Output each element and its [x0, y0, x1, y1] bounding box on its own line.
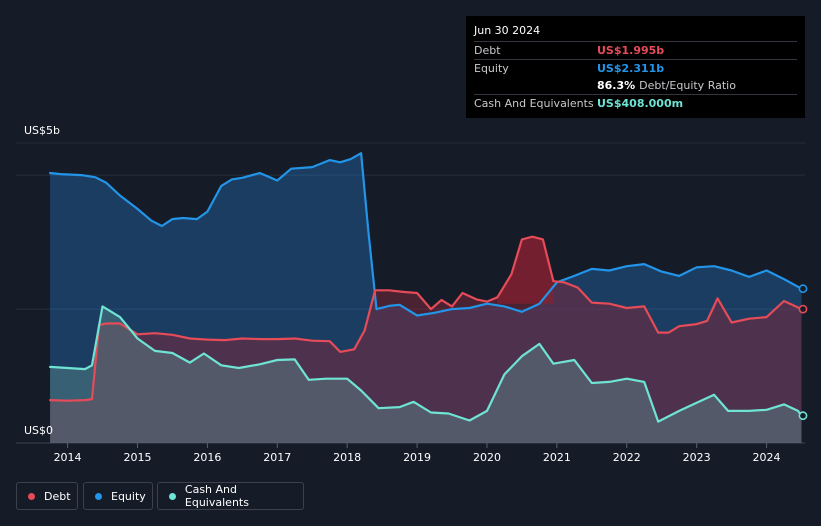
series-areas	[50, 153, 802, 443]
tooltip-debt-row: Debt US$1.995b	[474, 41, 797, 59]
tooltip-cash-label: Cash And Equivalents	[474, 97, 594, 110]
legend-debt-dot-icon	[28, 492, 35, 500]
tooltip-debt-value: US$1.995b	[597, 44, 665, 57]
x-tick-label: 2022	[613, 451, 641, 464]
cash-line	[49, 305, 803, 423]
equity-line	[49, 152, 803, 317]
series-lines	[49, 152, 803, 423]
x-tick-label: 2024	[753, 451, 781, 464]
y-axis-top-label: US$5b	[24, 124, 61, 137]
legend-equity-label: Equity	[111, 489, 146, 503]
tooltip-ratio-spacer	[474, 77, 597, 94]
debt-end-marker	[798, 304, 808, 314]
equity-end-marker	[798, 284, 808, 294]
tooltip-ratio-row: 86.3% Debt/Equity Ratio	[474, 77, 797, 94]
legend-cash-label: Cash And Equivalents	[184, 483, 249, 509]
cash-area	[50, 306, 802, 443]
legend-cash-dot-icon	[169, 492, 176, 500]
x-tick-label: 2016	[193, 451, 221, 464]
x-tick-label: 2018	[333, 451, 361, 464]
end-markers	[798, 284, 808, 421]
x-tick-label: 2014	[54, 451, 82, 464]
x-tick-label: 2017	[263, 451, 291, 464]
tooltip-equity-label: Equity	[474, 62, 509, 75]
tooltip-ratio-value: 86.3%	[597, 79, 636, 92]
x-axis: 2014 2015 2016 2017 2018 2019 2020 2021 2022 2023…	[54, 443, 781, 464]
tooltip-date: Jun 30 2024	[474, 24, 541, 37]
legend-equity[interactable]: Equity	[83, 482, 153, 510]
x-tick-label: 2015	[123, 451, 151, 464]
legend-cash[interactable]: Cash And Equivalents	[157, 482, 304, 510]
legend-debt[interactable]: Debt	[16, 482, 78, 510]
debt-area	[50, 236, 802, 443]
debt-over-equity-highlight	[497, 236, 554, 304]
x-tick-label: 2019	[403, 451, 431, 464]
tooltip-equity-row: Equity US$2.311b	[474, 59, 797, 77]
x-tick-label: 2021	[543, 451, 571, 464]
legend-equity-dot-icon	[95, 492, 102, 500]
legend-debt-label: Debt	[44, 489, 71, 503]
tooltip: Jun 30 2024 Debt US$1.995b Equity US$2.3…	[466, 16, 805, 118]
tooltip-cash-row: Cash And Equivalents US$408.000m	[474, 94, 797, 112]
y-axis-bottom-label: US$0	[24, 424, 54, 437]
cash-end-marker	[798, 411, 808, 421]
x-tick-label: 2020	[473, 451, 501, 464]
debt-line	[49, 235, 803, 402]
tooltip-debt-label: Debt	[474, 44, 501, 57]
tooltip-ratio-label: Debt/Equity Ratio	[639, 79, 736, 92]
tooltip-equity-value: US$2.311b	[597, 62, 665, 75]
tooltip-cash-value: US$408.000m	[597, 97, 684, 110]
x-tick-label: 2023	[683, 451, 711, 464]
